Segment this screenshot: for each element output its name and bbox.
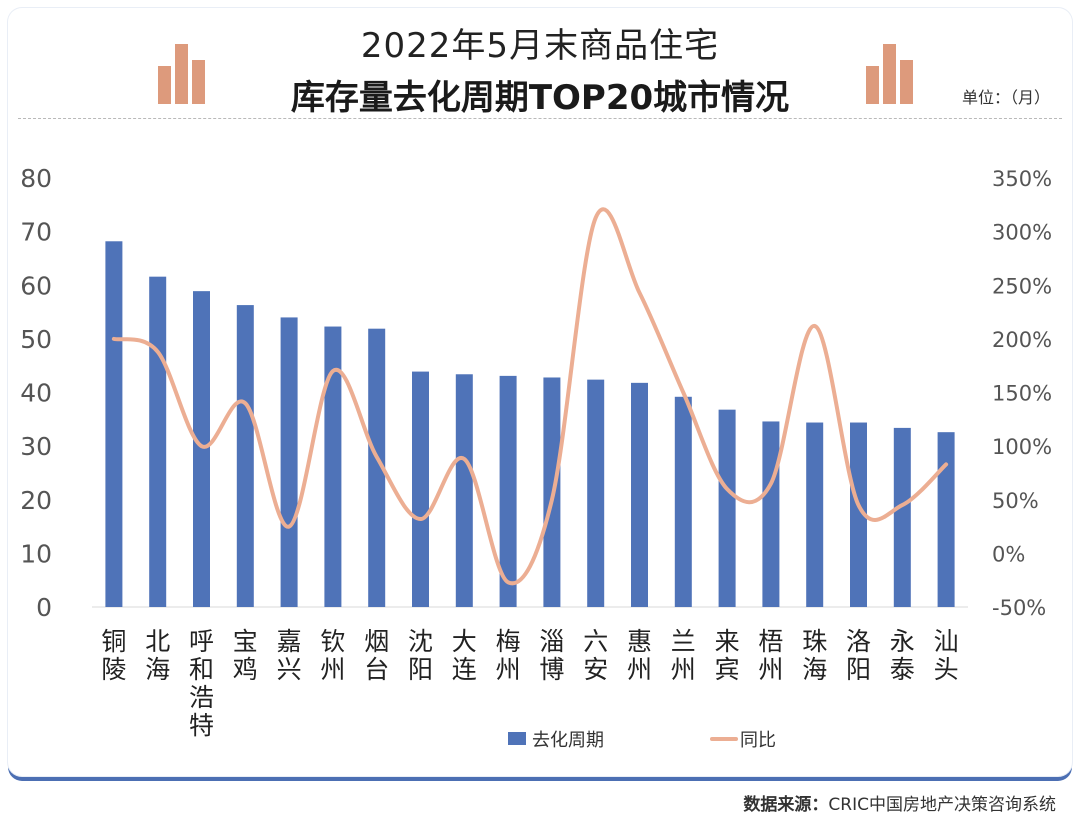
deco-bar <box>192 60 205 104</box>
chart-title-line1: 2022年5月末商品住宅 <box>360 26 720 66</box>
bar-洛阳 <box>850 422 867 607</box>
bar-兰州 <box>674 396 692 607</box>
bar-汕头 <box>937 432 955 607</box>
x-tick-label: 沈阳 <box>408 627 433 684</box>
x-tick-label: 惠州 <box>627 627 652 684</box>
y-left-tick-label: 80 <box>20 164 52 193</box>
bar-chart-icon-left <box>158 44 205 104</box>
y-left-tick-label: 30 <box>20 432 52 461</box>
chart-title-line2: 库存量去化周期TOP20城市情况 <box>290 78 790 118</box>
x-tick-label: 梧州 <box>758 627 783 684</box>
y-left-tick-label: 70 <box>20 218 52 247</box>
y-left-tick-label: 20 <box>20 486 52 515</box>
bar-大连 <box>455 374 473 607</box>
bar-梧州 <box>762 421 780 607</box>
y-right-tick-label: 250% <box>992 274 1052 298</box>
data-source-text: CRIC中国房地产决策咨询系统 <box>828 795 1056 815</box>
data-source: 数据来源：CRIC中国房地产决策咨询系统 <box>743 790 1056 815</box>
bar-北海 <box>149 276 167 607</box>
deco-bar <box>883 44 896 104</box>
deco-bar <box>900 60 913 104</box>
x-tick-label: 嘉兴 <box>277 627 302 684</box>
y-right-tick-label: -50% <box>992 596 1046 620</box>
bar-钦州 <box>324 326 342 607</box>
legend-bar-swatch <box>508 732 526 745</box>
x-tick-label: 大连 <box>452 627 477 684</box>
y-left-tick-label: 40 <box>20 379 52 408</box>
bar-六安 <box>587 379 605 607</box>
bar-惠州 <box>631 382 648 607</box>
x-tick-label: 呼和浩特 <box>189 627 214 740</box>
bar-宝鸡 <box>236 305 254 607</box>
x-tick-label: 淄博 <box>539 627 564 684</box>
y-right-tick-label: 200% <box>992 328 1052 352</box>
legend-line-label: 同比 <box>740 730 776 751</box>
x-tick-label: 洛阳 <box>846 627 871 684</box>
data-source-label: 数据来源： <box>743 795 829 815</box>
bar-呼和浩特 <box>193 291 210 607</box>
deco-bar <box>175 44 188 104</box>
bar-梅州 <box>499 375 517 607</box>
x-tick-label: 永泰 <box>890 627 915 684</box>
bar-永泰 <box>893 427 911 607</box>
y-right-tick-label: 50% <box>992 489 1039 513</box>
unit-label: 单位：（月） <box>961 88 1050 107</box>
y-right-tick-label: 300% <box>992 221 1052 245</box>
y-left-tick-label: 50 <box>20 325 52 354</box>
chart-card <box>8 8 1072 776</box>
y-right-tick-label: 0% <box>992 542 1025 566</box>
x-tick-label: 来宾 <box>715 627 740 684</box>
x-tick-label: 宝鸡 <box>233 627 258 684</box>
bar-铜陵 <box>105 241 123 607</box>
title-divider <box>18 118 1062 119</box>
deco-bar <box>866 66 879 104</box>
y-right-tick-label: 100% <box>992 435 1052 459</box>
legend-bar-label: 去化周期 <box>532 730 604 751</box>
yoy-line <box>111 207 949 586</box>
x-tick-label: 北海 <box>145 627 170 684</box>
deco-bar <box>158 66 171 104</box>
y-right-tick-label: 150% <box>992 382 1052 406</box>
y-left-tick-label: 10 <box>20 539 52 568</box>
chart-plot: 0 10 20 30 40 50 60 70 80 -50% 0% 50% 100% 150% 200% 25… <box>20 164 1052 751</box>
x-tick-label: 钦州 <box>320 627 345 684</box>
x-tick-label: 烟台 <box>364 627 389 684</box>
bar-沈阳 <box>412 371 429 607</box>
bar-珠海 <box>806 422 824 607</box>
y-left-tick-label: 0 <box>36 593 52 622</box>
x-tick-label: 铜陵 <box>101 627 126 684</box>
x-tick-label: 汕头 <box>934 627 959 684</box>
bar-chart-icon-right <box>866 44 913 104</box>
y-right-tick-label: 350% <box>992 167 1052 191</box>
x-tick-label: 珠海 <box>802 627 827 684</box>
bar-烟台 <box>368 328 386 607</box>
y-left-tick-label: 60 <box>20 271 52 300</box>
bar-嘉兴 <box>280 317 298 607</box>
x-tick-label: 六安 <box>583 627 608 684</box>
x-tick-label: 梅州 <box>496 627 521 684</box>
bar-来宾 <box>718 409 736 607</box>
x-tick-label: 兰州 <box>671 627 696 684</box>
